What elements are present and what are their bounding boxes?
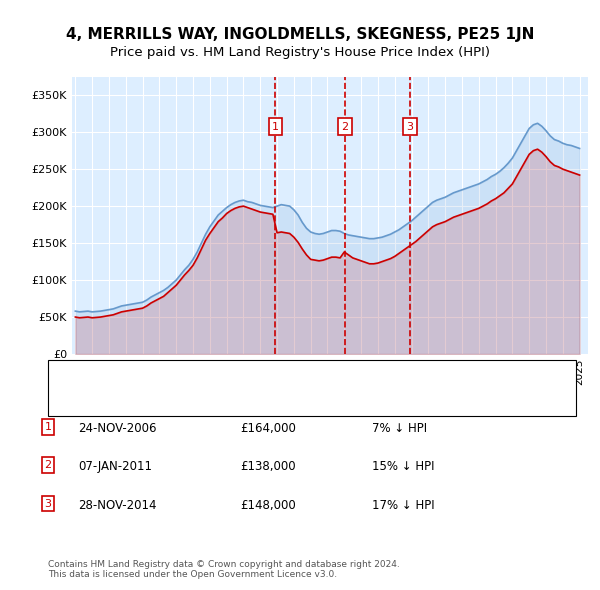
Text: 3: 3 (406, 122, 413, 132)
Text: Price paid vs. HM Land Registry's House Price Index (HPI): Price paid vs. HM Land Registry's House … (110, 46, 490, 59)
Text: 28-NOV-2014: 28-NOV-2014 (78, 499, 157, 512)
Text: Contains HM Land Registry data © Crown copyright and database right 2024.
This d: Contains HM Land Registry data © Crown c… (48, 560, 400, 579)
Text: 4, MERRILLS WAY, INGOLDMELLS, SKEGNESS, PE25 1JN (detached house): 4, MERRILLS WAY, INGOLDMELLS, SKEGNESS, … (93, 369, 473, 379)
Text: 1: 1 (44, 422, 52, 432)
Text: 7% ↓ HPI: 7% ↓ HPI (372, 422, 427, 435)
Text: £148,000: £148,000 (240, 499, 296, 512)
Text: 07-JAN-2011: 07-JAN-2011 (78, 460, 152, 473)
Text: HPI: Average price, detached house, East Lindsey: HPI: Average price, detached house, East… (93, 397, 352, 407)
Text: 17% ↓ HPI: 17% ↓ HPI (372, 499, 434, 512)
Text: £164,000: £164,000 (240, 422, 296, 435)
Text: 24-NOV-2006: 24-NOV-2006 (78, 422, 157, 435)
Text: 15% ↓ HPI: 15% ↓ HPI (372, 460, 434, 473)
Text: 3: 3 (44, 499, 52, 509)
Text: 2: 2 (341, 122, 349, 132)
Text: 2: 2 (44, 460, 52, 470)
Text: £138,000: £138,000 (240, 460, 296, 473)
Text: 4, MERRILLS WAY, INGOLDMELLS, SKEGNESS, PE25 1JN: 4, MERRILLS WAY, INGOLDMELLS, SKEGNESS, … (66, 27, 534, 41)
Text: 1: 1 (272, 122, 279, 132)
